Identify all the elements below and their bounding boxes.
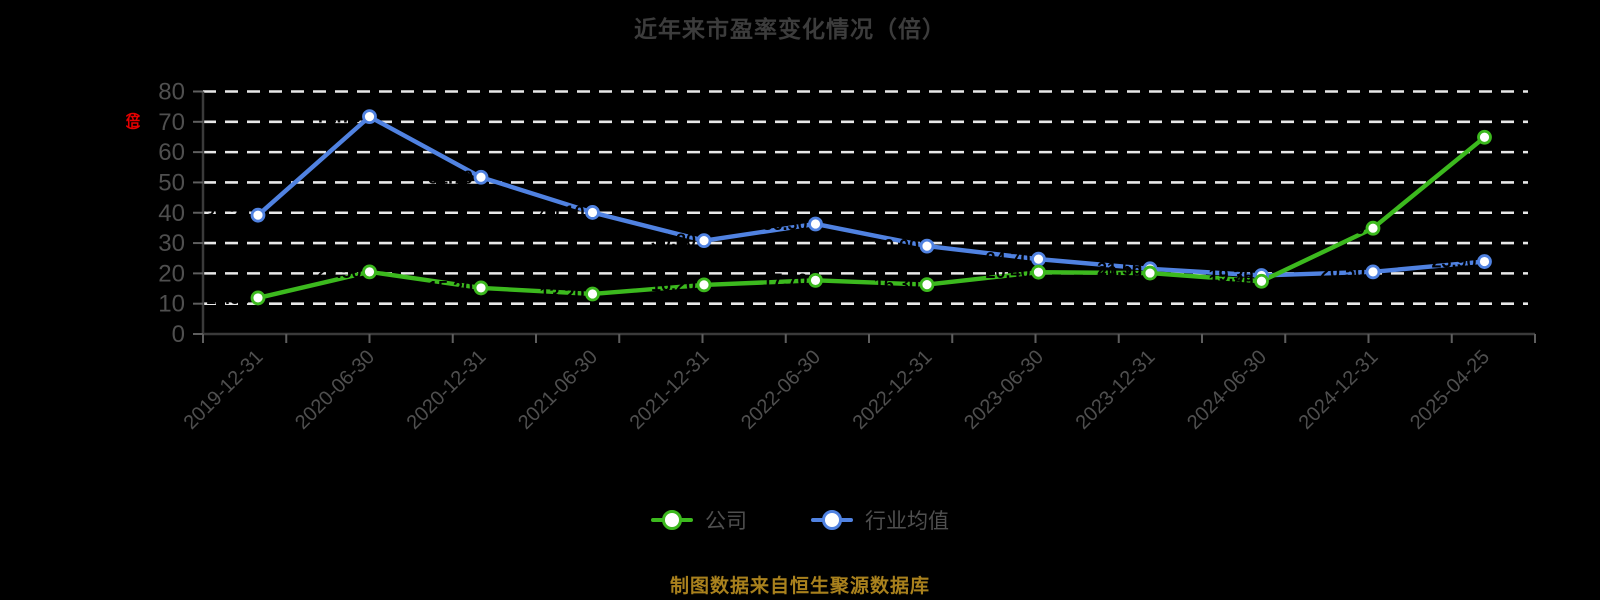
industry-average-point-marker [1031, 251, 1046, 267]
x-tick-label: 2020-12-31 [403, 346, 491, 434]
x-tick-label: 2022-12-31 [849, 346, 937, 434]
industry-average-point-marker [473, 169, 489, 185]
point-value-label: 15.20 [428, 278, 473, 298]
point-value-label: 36.30 [762, 214, 807, 234]
x-tick-label: 2021-12-31 [626, 346, 714, 434]
industry-average-point-marker [1477, 254, 1492, 269]
point-value-label: 39.20 [205, 205, 250, 225]
point-value-label: 64.90 [1431, 127, 1476, 147]
point-value-label: 40.10 [539, 202, 584, 222]
point-value-label: 30.80 [651, 231, 696, 251]
company-point-marker [362, 264, 377, 280]
industry-average-point-marker [362, 109, 377, 125]
legend-item-company: 公司 [651, 505, 747, 535]
point-value-label: 16.20 [651, 275, 696, 295]
x-tick-label: 2019-12-31 [180, 346, 268, 434]
x-tick-label: 2022-06-30 [737, 346, 825, 434]
industry-average-line [255, 114, 1487, 278]
x-tick-label: 2023-12-31 [1072, 346, 1160, 434]
pe-ratio-line-chart: 0 10 20 30 40 50 60 70 80 2019-12-31 2020-06-30 202… [158, 79, 1536, 434]
company-point-marker [1477, 129, 1492, 145]
point-value-label: 29.00 [874, 236, 919, 256]
point-value-label: 13.20 [539, 284, 584, 304]
y-tick-label: 80 [158, 79, 185, 106]
industry-average-point-marker [919, 238, 935, 254]
y-tick-label: 10 [158, 291, 185, 318]
company-point-marker [808, 272, 823, 288]
industry-average-legend-marker-icon [811, 510, 853, 530]
x-tick-label: 2025-04-25 [1406, 346, 1494, 434]
point-value-label: 16.30 [874, 275, 919, 295]
company-line [255, 135, 1487, 301]
legend-item-industry-average: 行业均值 [811, 505, 949, 535]
industry-average-point-marker [585, 205, 600, 220]
company-point-marker [250, 290, 266, 306]
chart-title: 近年来市盈率变化情况（倍） [634, 16, 946, 42]
company-point-marker [1254, 273, 1269, 289]
point-value-label: 17.70 [762, 270, 807, 290]
y-tick-label: 70 [158, 109, 185, 136]
company-point-marker [1142, 265, 1158, 281]
point-value-label: 24.70 [985, 249, 1030, 269]
point-value-label: 20.50 [316, 262, 361, 282]
company-point-marker [1365, 220, 1381, 236]
point-value-label: 20.10 [1097, 263, 1142, 283]
point-value-label: 19.30 [1208, 265, 1253, 285]
company-point-marker [585, 286, 600, 302]
y-tick-label: 60 [158, 139, 185, 166]
point-value-label: 34.90 [1320, 218, 1365, 238]
company-point-marker [1031, 264, 1046, 280]
industry-average-point-marker [1365, 264, 1381, 280]
industry-average-point-marker [808, 216, 823, 232]
company-legend-marker-icon [651, 510, 693, 530]
x-tick-label: 2024-06-30 [1183, 346, 1271, 434]
y-tick-label: 20 [158, 260, 185, 287]
company-point-marker [473, 280, 489, 296]
point-value-label: 11.90 [206, 288, 250, 308]
x-tick-label: 2023-06-30 [960, 346, 1048, 434]
point-value-label: 51.70 [428, 167, 473, 187]
point-value-label: 20.40 [985, 262, 1030, 282]
legend-label-industry-average: 行业均值 [865, 510, 949, 533]
point-value-label: 23.90 [1431, 252, 1476, 272]
x-tick-label: 2021-06-30 [514, 346, 602, 434]
point-value-label: 71.70 [316, 107, 361, 127]
point-value-label: 21.50 [1097, 259, 1142, 279]
y-tick-label: 50 [158, 169, 185, 196]
industry-average-point-marker [696, 233, 712, 249]
y-tick-label: 40 [158, 200, 185, 227]
data-source-note: 制图数据来自恒生聚源数据库 [669, 576, 930, 597]
y-tick-label: 30 [158, 230, 185, 257]
y-tick-label: 0 [172, 321, 185, 348]
y-axis-unit-label: （倍） [125, 103, 141, 136]
company-point-marker [919, 277, 935, 292]
point-value-label: 20.50 [1320, 262, 1365, 282]
company-point-marker [696, 277, 712, 293]
x-tick-label: 2020-06-30 [291, 346, 379, 434]
point-value-label: 17.40 [1208, 271, 1253, 291]
x-tick-label: 2024-12-31 [1295, 346, 1383, 434]
legend-label-company: 公司 [705, 510, 747, 533]
industry-average-point-marker [250, 207, 266, 223]
chart-legend: 公司 行业均值 [0, 505, 1600, 535]
